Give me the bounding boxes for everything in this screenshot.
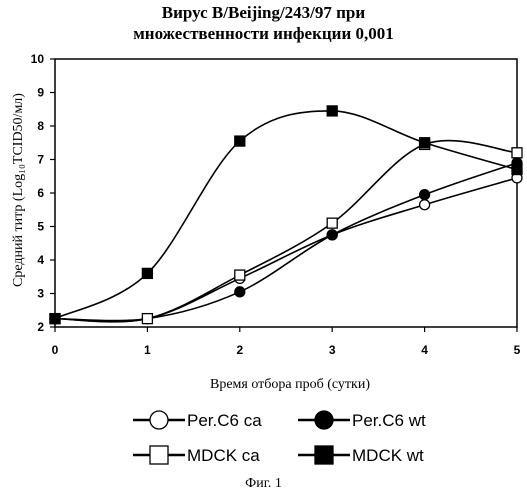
series-line-mdck-ca: [55, 141, 517, 322]
legend-label-mdck-wt: MDCK wt: [352, 446, 424, 465]
y-tick-label: 8: [37, 119, 44, 133]
y-tick-label: 10: [31, 52, 45, 66]
y-tick-label: 4: [37, 253, 44, 267]
data-point-mdck-ca: [142, 314, 152, 324]
data-point-mdck-wt: [142, 268, 152, 278]
x-tick-label: 0: [52, 343, 59, 357]
series-line-mdck-wt: [55, 111, 517, 319]
y-tick-label: 6: [37, 186, 44, 200]
y-tick-label: 3: [37, 287, 44, 301]
chart-markers: [50, 106, 522, 324]
data-point-mdck-wt: [327, 106, 337, 116]
plot-frame: [55, 59, 517, 327]
legend-marker-mdck-wt: [315, 446, 333, 464]
legend-label-per-c6-ca: Per.C6 ca: [187, 411, 262, 430]
series-line-per-c6-wt: [55, 163, 517, 321]
data-point-per-c6-wt: [420, 190, 430, 200]
data-point-mdck-wt: [512, 165, 522, 175]
chart-axes: [50, 59, 517, 332]
legend-label-mdck-ca: MDCK ca: [187, 446, 260, 465]
x-axis-label: Время отбора проб (сутки): [210, 377, 370, 392]
y-tick-label: 7: [37, 153, 44, 167]
x-tick-label: 1: [144, 343, 151, 357]
legend-marker-mdck-ca: [150, 446, 168, 464]
data-point-mdck-wt: [50, 314, 60, 324]
data-point-mdck-ca: [327, 218, 337, 228]
figure-caption: Фиг. 1: [0, 476, 527, 492]
data-point-mdck-ca: [235, 270, 245, 280]
data-point-per-c6-ca: [420, 200, 430, 210]
chart-tick-labels: 2 3 4 5 6 7 8 9 10 0 1 2 3 4 5: [31, 52, 521, 357]
legend-label-per-c6-wt: Per.C6 wt: [352, 411, 426, 430]
x-tick-label: 2: [236, 343, 243, 357]
y-axis-label: Средний титр (Log₁₀TCID50/мл): [11, 93, 26, 287]
legend-marker-per-c6-wt: [315, 411, 333, 429]
y-tick-label: 2: [37, 320, 44, 334]
y-tick-label: 9: [37, 86, 44, 100]
data-point-per-c6-wt: [327, 230, 337, 240]
legend-marker-per-c6-ca: [150, 411, 168, 429]
x-tick-label: 4: [421, 343, 428, 357]
chart-series-lines: [55, 111, 517, 322]
data-point-per-c6-wt: [235, 287, 245, 297]
data-point-mdck-wt: [420, 138, 430, 148]
y-tick-label: 5: [37, 220, 44, 234]
data-point-mdck-ca: [512, 148, 522, 158]
data-point-mdck-wt: [235, 136, 245, 146]
x-tick-label: 3: [329, 343, 336, 357]
series-line-per-c6-ca: [55, 178, 517, 322]
x-tick-label: 5: [514, 343, 521, 357]
chart-legend: Per.C6 ca Per.C6 wt MDCK ca MDCK wt: [133, 411, 426, 465]
